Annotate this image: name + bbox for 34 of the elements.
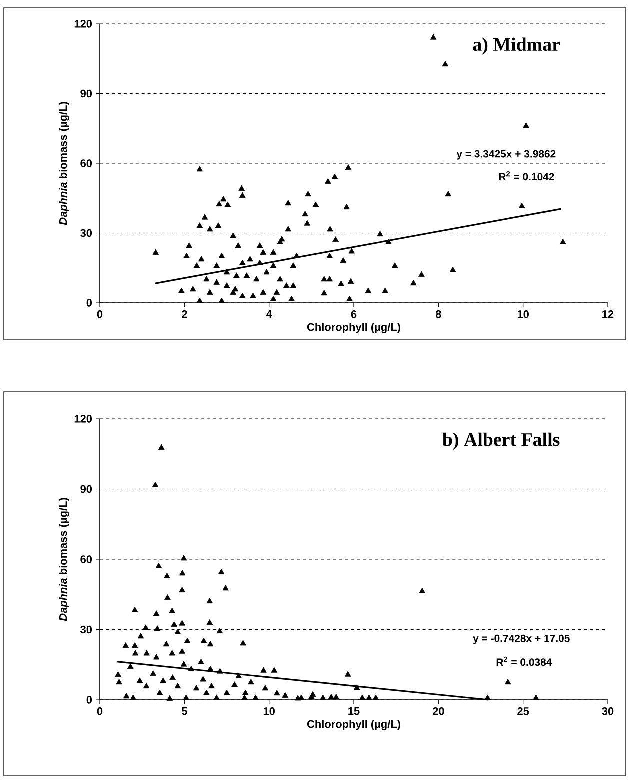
x-tick-label: 20 [432,708,444,716]
x-axis-title: Chlorophyll (µg/L) [307,720,400,730]
x-axis-title: Chlorophyll (µg/L) [307,323,400,334]
text: b) Albert Falls [442,432,560,450]
x-tick-label: 15 [348,708,360,716]
annotation: R$^{2}$ = 0.0384 [496,656,552,666]
x-tick-label: 30 [602,708,614,716]
x-tick-label: 10 [518,310,529,318]
y-tick-label: 90 [80,90,92,98]
x-tick-label: 6 [351,310,357,318]
x-tick-label: 0 [97,708,103,716]
y-tick-label: 30 [80,229,92,238]
x-tick-label: 25 [518,708,530,716]
x-tick-label: 5 [182,708,188,716]
x-tick-label: 12 [602,310,614,318]
x-tick-label: 10 [264,708,275,716]
y-tick-label: 60 [80,556,92,564]
y-tick-label: 120 [74,415,92,423]
y-tick-label: 30 [80,626,92,634]
y-axis-title: Daphnia biomass (µg/L) [59,102,70,226]
annotation: R$^{2}$ = 0.1042 [499,171,554,181]
y-tick-label: 60 [80,160,92,168]
y-tick-label: 0 [86,299,92,307]
y-tick-label: 120 [74,20,92,28]
y-tick-label: 90 [80,485,92,494]
x-tick-label: 4 [266,310,272,318]
x-tick-label: 0 [97,310,103,318]
x-tick-label: 8 [436,310,442,318]
y-axis-title: Daphnia biomass (µg/L) [59,498,70,622]
x-tick-label: 2 [182,310,188,318]
annotation: y = -0.7428x + 17.05 [473,634,570,644]
y-tick-label: 0 [86,696,92,704]
text: a) Midmar [473,38,560,55]
annotation: y = 3.3425x + 3.9862 [456,150,556,160]
